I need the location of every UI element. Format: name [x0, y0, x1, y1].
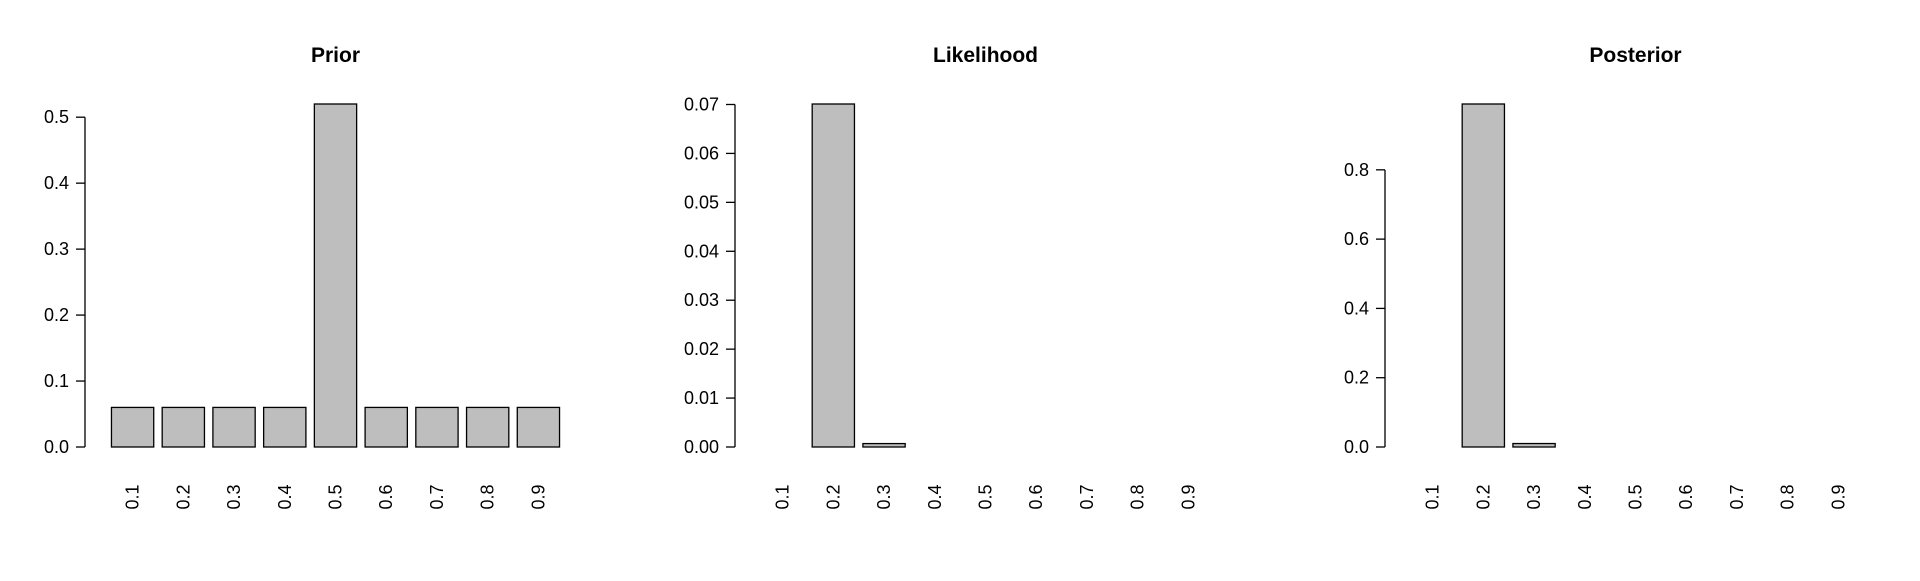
x-tick-label: 0.9 — [528, 484, 548, 509]
x-tick-label: 0.6 — [1026, 484, 1046, 509]
x-tick-label: 0.2 — [1473, 484, 1493, 509]
y-tick-label: 0.00 — [684, 437, 719, 457]
y-tick-label: 0.2 — [44, 305, 69, 325]
x-tick-label: 0.8 — [478, 484, 498, 509]
y-tick-label: 0.03 — [684, 290, 719, 310]
x-tick-label: 0.7 — [1077, 484, 1097, 509]
x-tick-label: 0.3 — [224, 484, 244, 509]
x-tick-label: 0.5 — [326, 484, 346, 509]
y-tick-label: 0.5 — [44, 107, 69, 127]
bar-0.8 — [465, 406, 510, 448]
bar-0.2 — [161, 406, 206, 448]
y-tick-label: 0.05 — [684, 192, 719, 212]
x-tick-label: 0.1 — [123, 484, 143, 509]
x-tick-label: 0.5 — [1626, 484, 1646, 509]
y-tick-label: 0.8 — [1344, 160, 1369, 180]
x-tick-label: 0.4 — [275, 484, 295, 509]
x-tick-label: 0.8 — [1778, 484, 1798, 509]
chart-title: Prior — [311, 44, 360, 67]
y-tick-label: 0.02 — [684, 339, 719, 359]
chart-title: Likelihood — [933, 44, 1038, 67]
y-tick-label: 0.4 — [1344, 298, 1369, 318]
x-tick-label: 0.2 — [823, 484, 843, 509]
x-tick-label: 0.3 — [1524, 484, 1544, 509]
y-tick-label: 0.04 — [684, 241, 719, 261]
chart-panel-posterior: Posterior 0.0 0.2 0.4 0.6 0.8 0.1 0.2 0.3 0.4 0.5 0… — [1344, 44, 1848, 510]
x-tick-label: 0.3 — [874, 484, 894, 509]
bar-0.7 — [415, 406, 459, 448]
bar-0.1 — [110, 406, 155, 448]
y-tick-label: 0.01 — [684, 388, 719, 408]
y-tick-label: 0.0 — [1344, 437, 1369, 457]
y-tick-label: 0.07 — [684, 94, 719, 114]
y-tick-label: 0.2 — [1344, 368, 1369, 388]
bar-0.4 — [262, 406, 307, 448]
bar-0.3 — [862, 442, 906, 448]
x-tick-label: 0.6 — [1676, 484, 1696, 509]
y-tick-label: 0.1 — [44, 371, 69, 391]
y-tick-label: 0.6 — [1344, 229, 1369, 249]
x-tick-label: 0.7 — [1727, 484, 1747, 509]
x-tick-label: 0.9 — [1178, 484, 1198, 509]
chart-title: Posterior — [1589, 44, 1681, 67]
x-tick-label: 0.2 — [173, 484, 193, 509]
y-tick-label: 0.06 — [684, 143, 719, 163]
x-tick-label: 0.9 — [1828, 484, 1848, 509]
bar-0.2 — [811, 103, 856, 448]
x-tick-label: 0.6 — [376, 484, 396, 509]
y-tick-label: 0.0 — [44, 437, 69, 457]
x-tick-label: 0.7 — [427, 484, 447, 509]
x-tick-label: 0.5 — [976, 484, 996, 509]
y-tick-label: 0.4 — [44, 173, 69, 193]
bar-0.5 — [313, 103, 358, 448]
bar-0.6 — [364, 406, 409, 448]
x-tick-label: 0.1 — [1423, 484, 1443, 509]
bar-0.9 — [516, 406, 561, 448]
x-tick-label: 0.8 — [1128, 484, 1148, 509]
x-tick-label: 0.4 — [1575, 484, 1595, 509]
bar-0.2 — [1461, 103, 1506, 448]
chart-panel-likelihood: Likelihood 0.00 0.01 0.02 0.03 0.04 0.05 0.06 0.… — [684, 44, 1198, 510]
chart-panel-prior: Prior 0.0 0.1 0.2 0.3 0.4 0.5 0.1 0.2 0.3 0.4 0.5 0.… — [44, 44, 561, 510]
x-tick-label: 0.1 — [773, 484, 793, 509]
bar-0.3 — [1512, 442, 1556, 448]
y-tick-label: 0.3 — [44, 239, 69, 259]
x-tick-label: 0.4 — [925, 484, 945, 509]
bar-0.3 — [212, 406, 256, 448]
